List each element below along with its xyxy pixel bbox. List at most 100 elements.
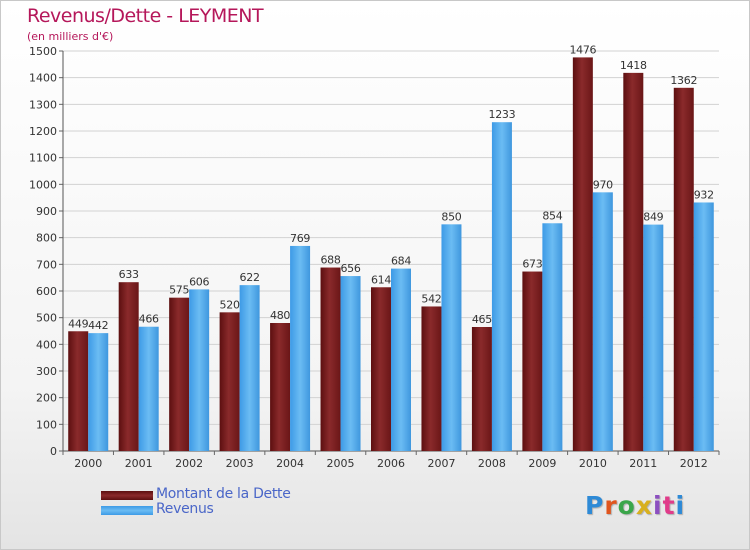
y-tick-label: 700 xyxy=(36,258,57,271)
data-label-revenus-2001: 466 xyxy=(139,313,159,326)
x-tick-label: 2009 xyxy=(528,457,556,470)
bar-dette-2001 xyxy=(118,282,139,451)
data-label-dette-2008: 465 xyxy=(472,313,492,326)
logo-letter: i xyxy=(653,491,663,520)
bar-revenus-2012 xyxy=(693,202,714,451)
bar-dette-2008 xyxy=(471,327,492,451)
y-tick-label: 200 xyxy=(36,392,57,405)
data-label-revenus-2003: 622 xyxy=(240,271,260,284)
logo-letter: P xyxy=(585,491,605,520)
data-label-revenus-2011: 849 xyxy=(643,211,663,224)
bar-dette-2003 xyxy=(219,312,240,451)
bar-revenus-2003 xyxy=(239,285,260,451)
bar-revenus-2009 xyxy=(542,223,563,451)
data-label-revenus-2009: 854 xyxy=(542,209,562,222)
y-tick-label: 1100 xyxy=(29,152,57,165)
y-tick-label: 800 xyxy=(36,232,57,245)
bar-dette-2006 xyxy=(371,287,391,451)
data-label-dette-2005: 688 xyxy=(320,254,340,267)
data-label-dette-2007: 542 xyxy=(421,292,441,305)
x-tick-label: 2004 xyxy=(276,457,304,470)
chart-title: Revenus/Dette - LEYMENT xyxy=(27,5,264,27)
data-label-dette-2011: 1418 xyxy=(620,59,647,72)
bar-revenus-2000 xyxy=(88,333,109,451)
y-tick-label: 100 xyxy=(36,418,57,431)
bar-dette-2002 xyxy=(169,297,190,451)
y-tick-label: 1500 xyxy=(29,45,57,58)
logo-letter: r xyxy=(604,491,618,520)
y-tick-label: 300 xyxy=(36,365,57,378)
chart-subtitle: (en milliers d'€) xyxy=(27,30,114,43)
logo-letter: t xyxy=(662,491,676,520)
legend-swatch-revenus xyxy=(101,506,153,515)
legend-swatch-dette xyxy=(101,491,153,500)
data-label-revenus-2005: 656 xyxy=(340,262,360,275)
bar-dette-2005 xyxy=(320,267,341,451)
legend-label-dette: Montant de la Dette xyxy=(156,486,291,502)
x-tick-label: 2010 xyxy=(579,457,607,470)
logo-letter: x xyxy=(635,491,653,520)
bar-dette-2012 xyxy=(673,87,694,452)
x-tick-label: 2006 xyxy=(377,457,405,470)
data-label-dette-2006: 614 xyxy=(371,273,391,286)
x-tick-label: 2012 xyxy=(680,457,708,470)
y-tick-label: 600 xyxy=(36,285,57,298)
y-tick-label: 0 xyxy=(50,445,57,458)
bar-dette-2000 xyxy=(68,331,89,451)
x-tick-label: 2008 xyxy=(478,457,506,470)
bars xyxy=(68,57,714,452)
y-tick-label: 400 xyxy=(36,338,57,351)
x-tick-label: 2000 xyxy=(74,457,102,470)
data-label-revenus-2010: 970 xyxy=(593,178,613,191)
x-tick-label: 2003 xyxy=(226,457,254,470)
data-label-dette-2001: 633 xyxy=(119,268,139,281)
y-tick-label: 1400 xyxy=(29,72,57,85)
data-label-revenus-2002: 606 xyxy=(189,275,209,288)
bar-dette-2010 xyxy=(572,57,593,452)
proxiti-logo: Proxiti xyxy=(585,491,685,520)
bar-revenus-2008 xyxy=(491,122,512,451)
bar-revenus-2007 xyxy=(441,224,462,451)
bar-revenus-2006 xyxy=(391,268,411,451)
data-label-revenus-2008: 1233 xyxy=(489,108,516,121)
x-tick-label: 2005 xyxy=(327,457,355,470)
bar-revenus-2005 xyxy=(340,276,361,451)
bar-revenus-2011 xyxy=(643,224,664,451)
data-label-revenus-2000: 442 xyxy=(88,319,108,332)
data-label-dette-2003: 520 xyxy=(220,298,240,311)
bar-dette-2011 xyxy=(623,72,644,451)
data-label-revenus-2012: 932 xyxy=(694,188,714,201)
data-label-dette-2009: 673 xyxy=(522,258,542,271)
x-tick-label: 2001 xyxy=(125,457,153,470)
data-label-dette-2002: 575 xyxy=(169,284,189,297)
y-tick-label: 500 xyxy=(36,312,57,325)
data-label-dette-2010: 1476 xyxy=(569,43,596,56)
bar-revenus-2010 xyxy=(592,192,613,452)
y-tick-label: 900 xyxy=(36,205,57,218)
y-tick-label: 1000 xyxy=(29,178,57,191)
y-tick-label: 1200 xyxy=(29,125,57,138)
bar-dette-2004 xyxy=(270,323,291,451)
data-label-revenus-2004: 769 xyxy=(290,232,310,245)
axes: 0 100 200 300 400 500 600 700 800 900 1000 1100 1200… xyxy=(29,45,720,470)
x-tick-label: 2007 xyxy=(427,457,455,470)
data-label-revenus-2007: 850 xyxy=(441,210,461,223)
bar-revenus-2001 xyxy=(138,326,159,451)
x-tick-label: 2011 xyxy=(629,457,657,470)
bar-revenus-2004 xyxy=(290,245,311,451)
data-labels: 449 4426334665756065206224807696886566146… xyxy=(68,43,714,332)
y-tick-label: 1300 xyxy=(29,98,57,111)
data-label-dette-2012: 1362 xyxy=(670,74,697,87)
legend-label-revenus: Revenus xyxy=(156,501,214,517)
bar-dette-2009 xyxy=(522,271,543,451)
x-tick-label: 2002 xyxy=(175,457,203,470)
data-label-revenus-2006: 684 xyxy=(391,255,411,268)
logo-letter: o xyxy=(617,491,636,520)
bar-dette-2007 xyxy=(421,306,442,451)
logo-letter: i xyxy=(675,491,686,520)
data-label-dette-2004: 480 xyxy=(270,309,290,322)
bar-revenus-2002 xyxy=(189,289,210,451)
data-label-dette-2000: 449 xyxy=(68,317,88,330)
